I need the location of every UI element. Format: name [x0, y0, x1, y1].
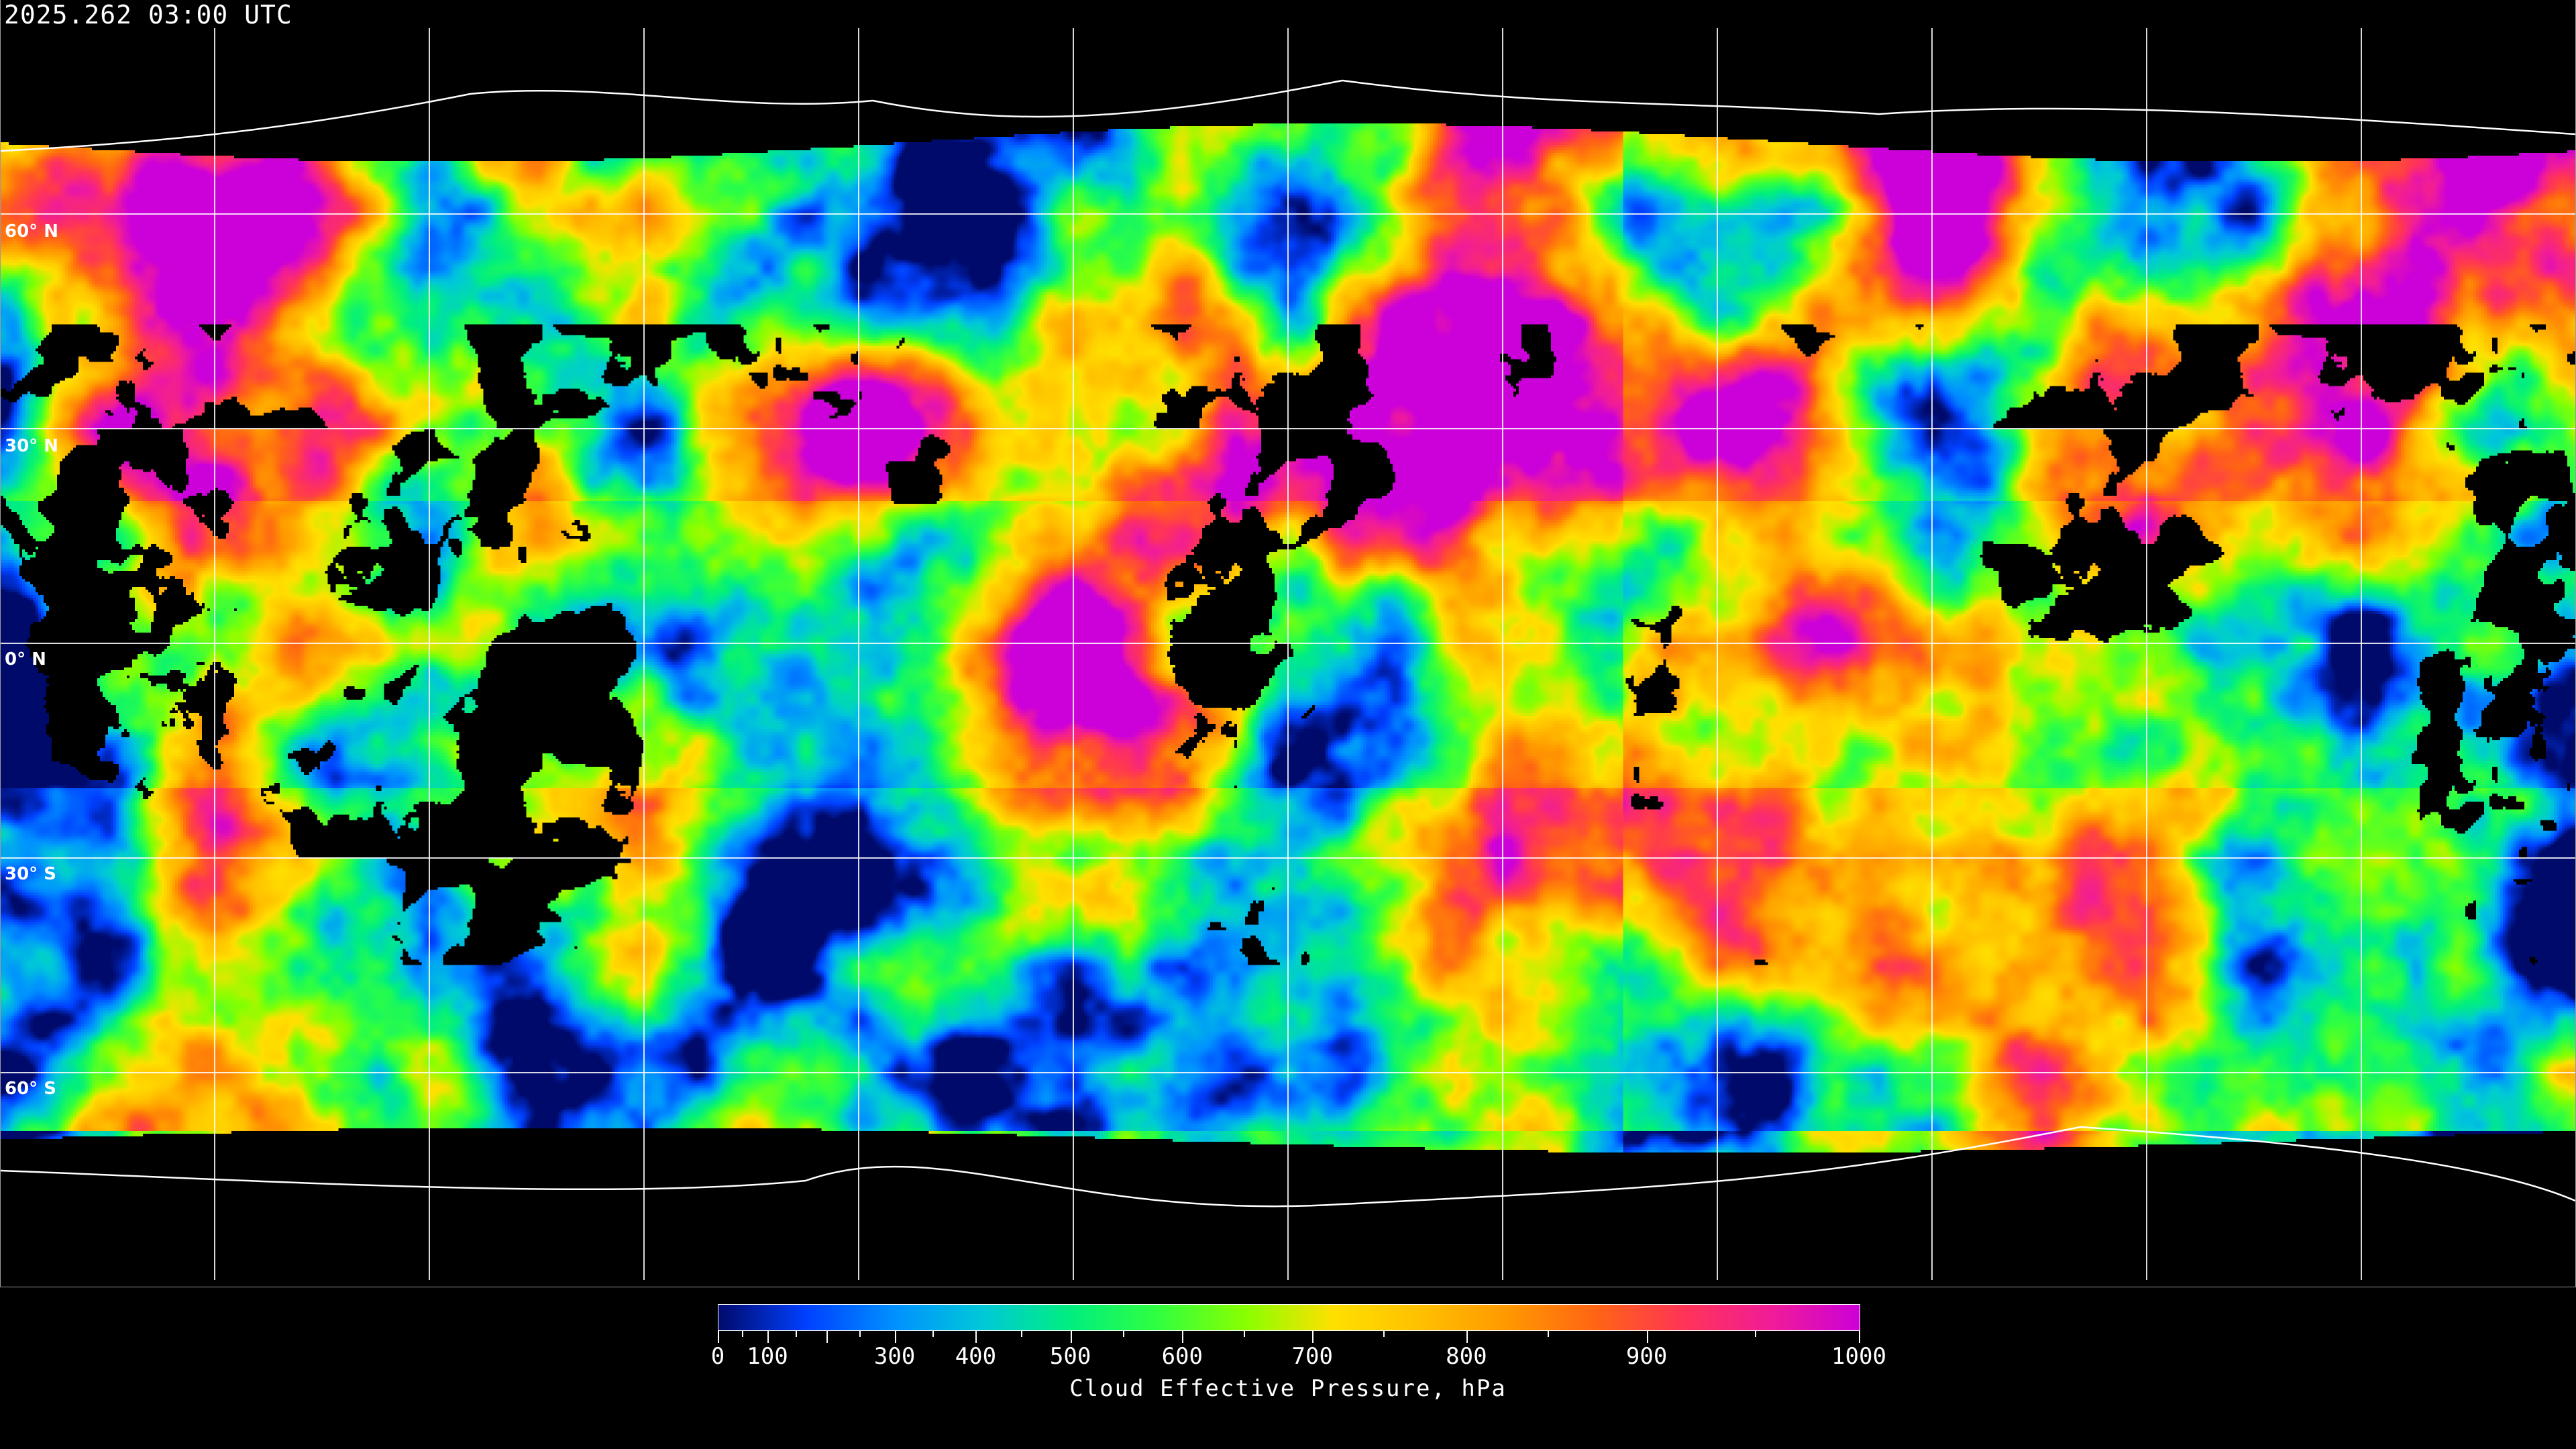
- colorbar-tick-label: 1000: [1831, 1343, 1886, 1370]
- lat-label-30n: 30° N: [5, 436, 58, 456]
- colorbar-tick-label: 600: [1161, 1343, 1203, 1370]
- colorbar-major-tick: [767, 1331, 769, 1343]
- colorbar-major-tick: [894, 1331, 896, 1343]
- colorbar-minor-tick: [1122, 1331, 1124, 1337]
- colorbar-major-tick: [975, 1331, 977, 1343]
- colorbar-ticks: [718, 1331, 1860, 1351]
- colorbar-minor-tick: [1021, 1331, 1023, 1337]
- lat-label-60n: 60° N: [5, 221, 58, 241]
- colorbar-tick-label: 500: [1049, 1343, 1091, 1370]
- colorbar-major-tick: [1859, 1331, 1860, 1343]
- colorbar-major-tick: [718, 1331, 719, 1343]
- colorbar-tick-label: 400: [955, 1343, 997, 1370]
- colorbar-minor-tick: [1244, 1331, 1246, 1337]
- lat-label-60s: 60° S: [5, 1079, 56, 1099]
- colorbar-major-tick: [1070, 1331, 1072, 1343]
- lat-label-30s: 30° S: [5, 864, 56, 884]
- colorbar-tick-label: 100: [747, 1343, 788, 1370]
- colorbar-major-tick: [1312, 1331, 1314, 1343]
- colorbar-minor-tick: [741, 1331, 743, 1337]
- colorbar-tick-label: 800: [1446, 1343, 1487, 1370]
- colorbar-minor-tick: [1383, 1331, 1385, 1337]
- colorbar-major-tick: [826, 1331, 828, 1343]
- colorbar-tick-label: 700: [1291, 1343, 1333, 1370]
- colorbar-major-tick: [1466, 1331, 1468, 1343]
- colorbar-minor-tick: [1547, 1331, 1549, 1337]
- colorbar-tick-label: 0: [710, 1343, 725, 1370]
- colorbar-major-tick: [1646, 1331, 1648, 1343]
- colorbar-title: Cloud Effective Pressure, hPa: [1069, 1375, 1507, 1402]
- colorbar-minor-tick: [1755, 1331, 1757, 1337]
- colorbar-minor-tick: [859, 1331, 861, 1337]
- lat-label-equator: 0° N: [5, 649, 46, 669]
- cloud-pressure-map: 60° N 30° N 0° N 30° S 60° S: [0, 0, 2576, 1287]
- colorbar: [718, 1304, 1860, 1331]
- colorbar-tick-label: 300: [873, 1343, 916, 1370]
- arctic-coastline: [1, 79, 2575, 152]
- timestamp-title: 2025.262 03:00 UTC: [4, 0, 292, 30]
- antarctica-coastline: [1, 1126, 2575, 1208]
- colorbar-minor-tick: [932, 1331, 934, 1337]
- colorbar-minor-tick: [795, 1331, 797, 1337]
- colorbar-major-tick: [1182, 1331, 1184, 1343]
- colorbar-tick-label: 900: [1625, 1343, 1668, 1370]
- graticule: [1, 28, 2575, 1280]
